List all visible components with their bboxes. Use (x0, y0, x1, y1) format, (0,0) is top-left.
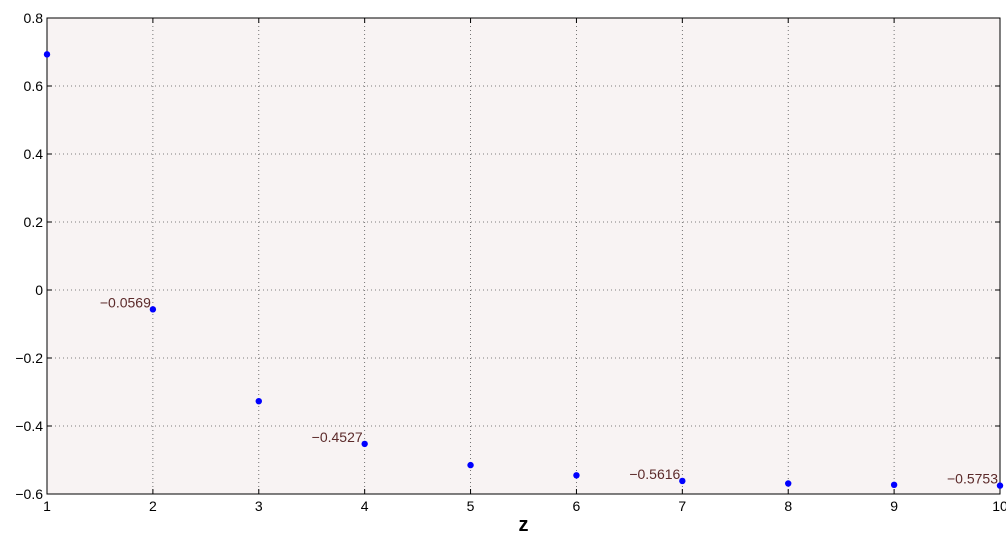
data-points (43, 51, 1004, 489)
data-point (43, 51, 51, 58)
y-tick-label: 0 (35, 282, 43, 298)
data-point (255, 397, 262, 405)
data-point (573, 472, 580, 479)
x-tick-label: 9 (890, 498, 898, 514)
x-tick-label: 7 (678, 498, 686, 514)
plot-area (47, 18, 1000, 494)
data-label: −0.5753 (947, 471, 998, 487)
data-point (679, 477, 686, 485)
data-point (996, 482, 1004, 489)
y-tick-label: −0.6 (15, 486, 43, 502)
data-point (890, 481, 898, 489)
y-tick-label: 0.8 (24, 10, 44, 26)
y-tick-label: 0.6 (24, 78, 44, 94)
x-tick-label: 1 (43, 498, 51, 514)
x-tick-label: 2 (149, 498, 157, 514)
data-point (467, 461, 474, 469)
axes-frame (46, 17, 1001, 495)
x-tick-label: 4 (361, 498, 369, 514)
data-point (785, 480, 792, 487)
data-label: −0.0569 (100, 294, 151, 310)
x-axis-ticks: 1 2 3 4 5 6 7 8 9 10 (43, 18, 1006, 514)
x-axis-title: z (519, 514, 529, 536)
y-axis-ticks: −0.6 −0.4 −0.2 0 0.2 0.4 0.6 0.8 (15, 10, 1000, 502)
y-tick-label: 0.2 (24, 214, 44, 230)
data-label: −0.5616 (629, 466, 680, 482)
x-tick-label: 5 (467, 498, 475, 514)
y-tick-label: −0.2 (15, 350, 43, 366)
data-point (361, 440, 368, 448)
x-tick-label: 3 (255, 498, 263, 514)
y-tick-label: 0.4 (24, 146, 44, 162)
y-tick-label: −0.4 (15, 418, 43, 434)
grid (47, 18, 1000, 494)
data-labels: −0.0569 −0.4527 −0.5616 −0.5753 (100, 294, 998, 486)
data-point (149, 306, 157, 313)
x-tick-label: 6 (573, 498, 581, 514)
data-label: −0.4527 (312, 429, 363, 445)
x-tick-label: 8 (784, 498, 792, 514)
x-tick-label: 10 (992, 498, 1006, 514)
